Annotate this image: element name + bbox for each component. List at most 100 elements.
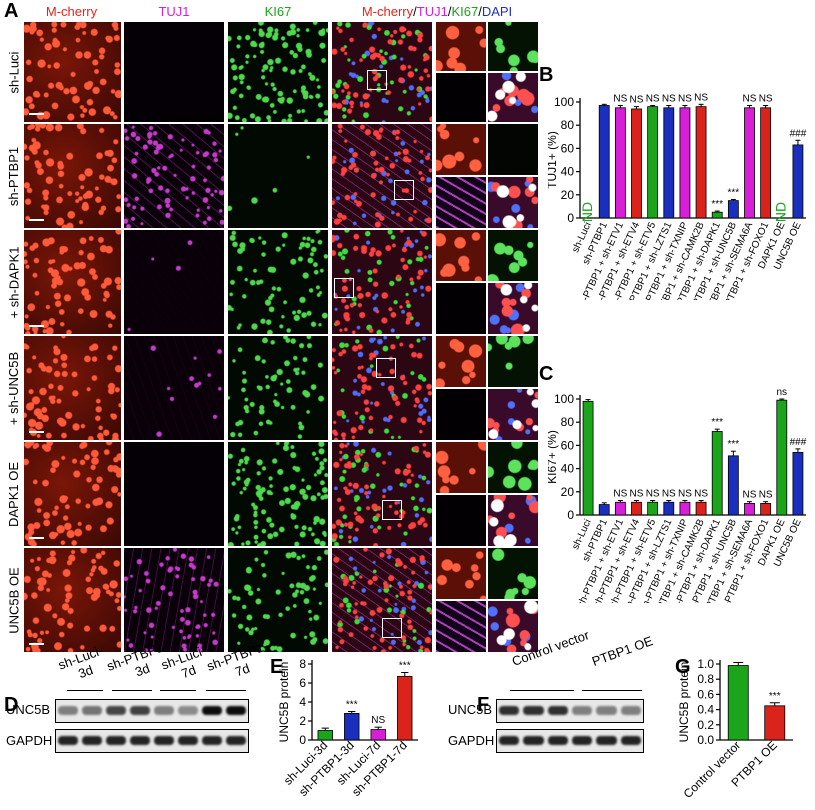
scale-bar: [29, 643, 44, 645]
blot-band: [499, 736, 520, 745]
tuj1-image: [124, 230, 224, 334]
bar-annotation: NS: [694, 489, 708, 500]
bar: [695, 501, 707, 516]
scale-bar: [29, 113, 44, 115]
bar: [631, 501, 642, 516]
bar-annotation: NS: [694, 92, 708, 103]
zoom-box: [376, 358, 396, 378]
bar: [744, 503, 755, 516]
y-tick-label: 100: [554, 95, 574, 109]
merge-header-part: KI67: [451, 4, 479, 19]
blot-band: [154, 736, 174, 745]
tuj1-image: [124, 22, 224, 122]
blot-gapdh: [496, 729, 644, 753]
zoom-mcherry: [436, 442, 486, 493]
blot-row-label: GAPDH: [6, 733, 53, 748]
y-tick-label: 8: [299, 657, 306, 671]
bar: [679, 107, 691, 219]
bar-annotation: NS: [678, 93, 692, 104]
bar: [344, 713, 360, 741]
zoom-merge: [488, 177, 538, 228]
y-tick-label: 1.0: [697, 657, 714, 671]
tuj1-image: [124, 124, 224, 228]
zoom-tuj1: [436, 283, 486, 334]
y-tick-label: 0: [567, 211, 574, 225]
blot-row-label: UNC5B: [448, 702, 493, 717]
zoom-merge: [488, 73, 538, 122]
mcherry-image: [24, 442, 121, 546]
bar-annotation: ***: [711, 199, 723, 210]
mcherry-image: [24, 548, 121, 652]
blot-band: [572, 706, 593, 715]
ki67-image: [228, 230, 328, 334]
zoom-ki67: [488, 442, 538, 493]
y-axis-label: UNC5B protein: [678, 662, 691, 743]
lane-bracket: [582, 690, 642, 691]
scale-bar: [29, 537, 44, 539]
bar: [598, 105, 610, 219]
bar: [792, 144, 804, 219]
zoom-tuj1: [436, 495, 486, 546]
bar: [647, 106, 659, 219]
zoom-tuj1: [436, 177, 486, 228]
bar-annotation: ***: [711, 417, 723, 428]
bar-annotation: NS: [743, 490, 757, 501]
blot-band: [58, 736, 78, 745]
bar-annotation: ***: [399, 661, 411, 672]
zoom-box: [394, 180, 414, 200]
bar-annotation: ###: [790, 437, 807, 448]
column-header-ki67: KI67: [264, 4, 292, 19]
lane-bracket: [510, 690, 574, 691]
bar-annotation: NS: [646, 93, 660, 104]
column-header-mcherry: M-cherry: [45, 4, 98, 19]
merge-image: [332, 548, 432, 652]
bar-annotation: NS: [743, 93, 757, 104]
column-header-tuj1: TUJ1: [158, 4, 190, 19]
zoom-merge: [488, 283, 538, 334]
y-tick-label: 40: [561, 165, 575, 179]
blot-band: [547, 706, 568, 715]
blot-band: [82, 706, 102, 715]
blot-band: [620, 736, 641, 745]
bar-annotation: NS: [662, 93, 676, 104]
panel-letter-c: C: [539, 363, 554, 385]
merge-image: [332, 336, 432, 440]
row-label: + sh-UNC5B: [6, 351, 22, 425]
merge-header-part: /: [447, 4, 452, 19]
merge-image: [332, 230, 432, 334]
blot-band: [82, 736, 102, 745]
bar-annotation: NS: [371, 715, 385, 726]
zoom-merge: [488, 601, 538, 652]
bar: [711, 431, 723, 516]
panel-letter-f: F: [477, 694, 490, 716]
bar: [727, 200, 739, 219]
merge-header-part: DAPI: [481, 4, 513, 19]
bar: [679, 501, 691, 516]
bar-annotation: NS: [646, 489, 660, 500]
panel-letter-g: G: [675, 656, 691, 678]
panel-letter-e: E: [270, 656, 284, 678]
blot-row-label: GAPDH: [448, 733, 495, 748]
bar: [776, 399, 788, 516]
bar: [792, 451, 804, 516]
bar: [663, 501, 675, 516]
panel-letter-d: D: [4, 694, 19, 716]
bar: [695, 106, 707, 219]
bar-annotation: NS: [630, 95, 644, 106]
blot-band: [499, 706, 520, 715]
bar-annotation: ***: [728, 439, 740, 450]
blot-unc5b: [496, 699, 644, 723]
bar-annotation: ND: [579, 202, 595, 222]
bar: [727, 665, 749, 741]
bar-annotation: ***: [769, 691, 781, 702]
bar-annotation: NS: [759, 93, 773, 104]
merge-header-part: TUJ1: [416, 4, 448, 19]
mcherry-image: [24, 230, 121, 334]
y-tick-label: 80: [561, 118, 575, 132]
y-tick-label: 0: [567, 508, 574, 522]
bar: [744, 107, 755, 219]
blot-band: [178, 706, 198, 715]
